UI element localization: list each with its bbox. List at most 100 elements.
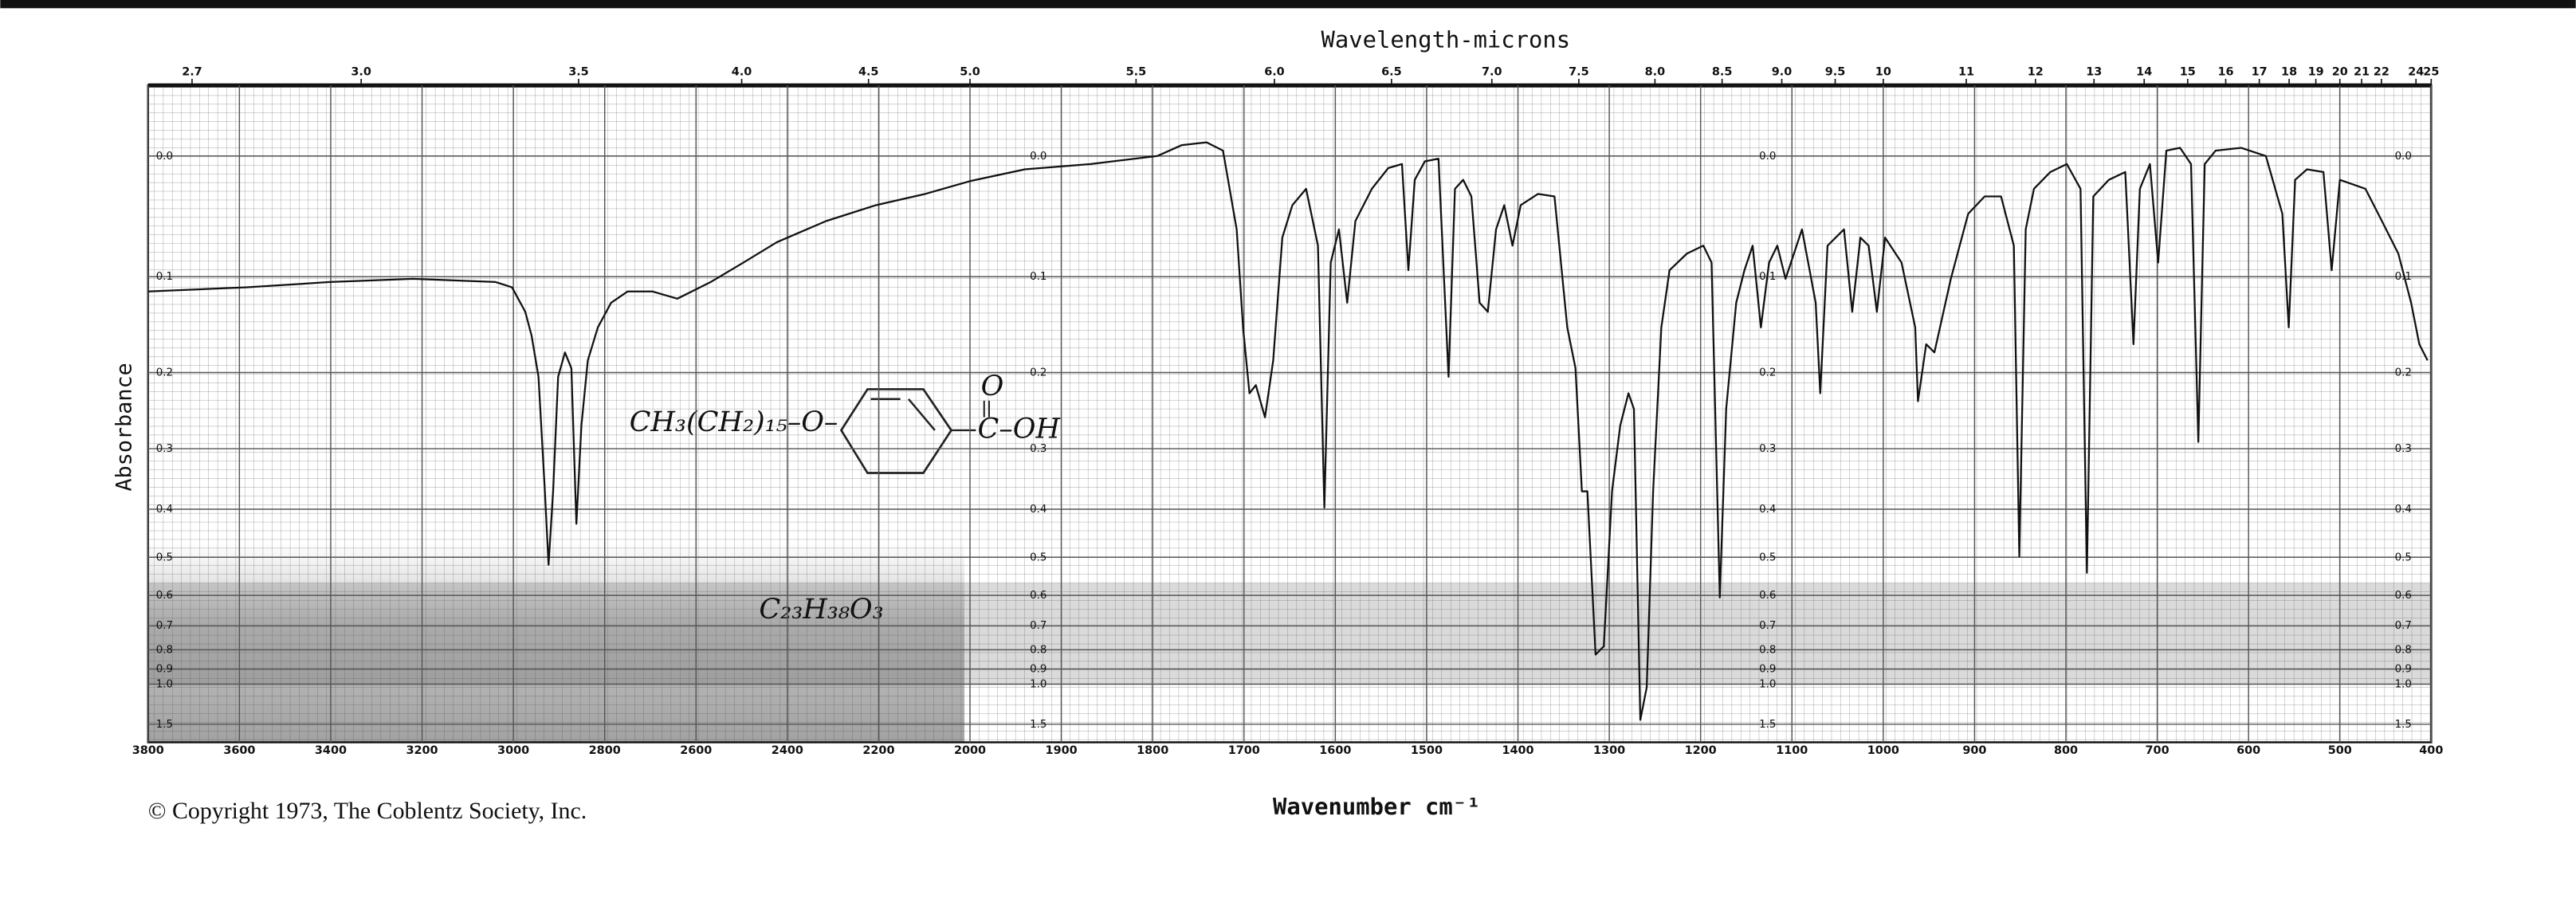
y-tick-label: 0.6	[2395, 590, 2412, 602]
y-tick-label: 0.2	[1030, 367, 1046, 379]
x2-tick-label: 21	[2354, 66, 2370, 79]
x2-tick-label: 16	[2217, 66, 2233, 79]
annotation: C₂₃H₃₈O₃	[759, 593, 883, 626]
y-tick-label: 0.9	[1030, 663, 1046, 675]
y-tick-label: 0.3	[1759, 443, 1776, 455]
y-tick-label: 1.0	[1759, 678, 1776, 690]
y-tick-label: 0.9	[156, 663, 173, 675]
y-tick-label: 0.3	[2395, 443, 2412, 455]
y-tick-label: 0.7	[1030, 620, 1046, 632]
x-tick-label: 1500	[1411, 744, 1443, 757]
y-tick-label: 0.4	[2395, 504, 2412, 516]
y-tick-label: 1.5	[2395, 719, 2412, 731]
x-tick-label: 2600	[680, 744, 712, 757]
y-tick-label: 0.7	[1759, 620, 1776, 632]
x-tick-label: 700	[2146, 744, 2170, 757]
y-tick-label: 0.4	[156, 504, 173, 516]
x-tick-label: 2000	[954, 744, 986, 757]
x2-tick-label: 22	[2374, 66, 2389, 79]
x-tick-label: 900	[1962, 744, 1986, 757]
x2-tick-label: 13	[2086, 66, 2102, 79]
x-axis-title: Wavenumber cm⁻¹	[1273, 793, 1480, 820]
ring-bond	[908, 398, 936, 431]
x2-tick-label: 4.5	[858, 66, 879, 79]
x2-tick-label: 20	[2332, 66, 2348, 79]
x-tick-label: 1100	[1776, 744, 1808, 757]
y-tick-label: 0.8	[156, 644, 173, 656]
x-tick-label: 3200	[406, 744, 438, 757]
y-tick-label: 1.0	[2395, 678, 2412, 690]
x-tick-label: 3600	[223, 744, 255, 757]
x-tick-label: 1600	[1319, 744, 1351, 757]
x-tick-label: 3000	[497, 744, 529, 757]
y-tick-label: 0.1	[156, 271, 173, 283]
y-tick-label: 0.6	[156, 590, 173, 602]
x-tick-label: 2800	[589, 744, 621, 757]
x2-tick-label: 24	[2408, 66, 2424, 79]
x2-tick-label: 6.5	[1381, 66, 1402, 79]
y-tick-label: 0.2	[2395, 367, 2412, 379]
x-tick-label: 3400	[315, 744, 347, 757]
y-tick-label: 0.8	[1030, 644, 1046, 656]
y-tick-label: 1.0	[1030, 678, 1046, 690]
y-tick-label: 0.0	[1759, 151, 1776, 163]
y-tick-label: 0.8	[2395, 644, 2412, 656]
x2-tick-label: 18	[2281, 66, 2297, 79]
x2-tick-label: 6.0	[1264, 66, 1285, 79]
spectrum-line	[147, 141, 2429, 721]
x2-tick-label: 3.0	[351, 66, 371, 79]
x-tick-label: 400	[2419, 744, 2443, 757]
x-tick-label: 2400	[772, 744, 803, 757]
x2-tick-label: 9.5	[1825, 66, 1846, 79]
y-tick-label: 0.7	[156, 620, 173, 632]
y-tick-label: 0.5	[156, 551, 173, 563]
y-tick-label: 0.0	[2395, 151, 2412, 163]
x2-tick-label: 8.0	[1645, 66, 1666, 79]
y-tick-label: 0.6	[1030, 590, 1046, 602]
y-tick-label: 0.5	[1759, 551, 1776, 563]
y-tick-label: 0.1	[2395, 271, 2412, 283]
y-tick-label: 1.5	[1759, 719, 1776, 731]
x2-tick-label: 2.7	[182, 66, 202, 79]
x2-tick-label: 5.0	[960, 66, 980, 79]
y-tick-label: 0.6	[1759, 590, 1776, 602]
x2-tick-label: 12	[2028, 66, 2044, 79]
x2-tick-label: 11	[1958, 66, 1974, 79]
x-tick-label: 600	[2236, 744, 2260, 757]
scan-edge	[0, 0, 2576, 9]
y-tick-label: 0.7	[2395, 620, 2412, 632]
x2-tick-label: 19	[2308, 66, 2324, 79]
x-tick-label: 1300	[1593, 744, 1625, 757]
x2-tick-label: 5.5	[1126, 66, 1147, 79]
y-tick-label: 1.5	[156, 719, 173, 731]
x-tick-label: 1800	[1137, 744, 1168, 757]
y-tick-label: 0.3	[156, 443, 173, 455]
annotation: C–OH	[978, 412, 1062, 445]
y-tick-label: 0.2	[1759, 367, 1776, 379]
x2-axis-title: Wavelength-microns	[1321, 26, 1571, 53]
x-tick-label: 1900	[1046, 744, 1078, 757]
y-tick-label: 0.5	[1030, 551, 1046, 563]
x2-tick-label: 17	[2252, 66, 2268, 79]
copyright: © Copyright 1973, The Coblentz Society, …	[148, 798, 587, 824]
y-tick-label: 0.0	[1030, 151, 1046, 163]
x-tick-label: 2200	[862, 744, 894, 757]
x-tick-label: 1400	[1502, 744, 1533, 757]
x2-tick-label: 25	[2423, 66, 2439, 79]
x2-tick-label: 7.0	[1482, 66, 1502, 79]
x2-tick-label: 7.5	[1569, 66, 1589, 79]
y-tick-label: 0.8	[1759, 644, 1776, 656]
benzene-ring	[839, 388, 953, 474]
y-tick-label: 0.9	[1759, 663, 1776, 675]
x2-tick-label: 14	[2136, 66, 2152, 79]
x-tick-label: 500	[2328, 744, 2352, 757]
y-axis-title: Absorbance	[112, 363, 136, 491]
x2-tick-label: 4.0	[732, 66, 752, 79]
x-tick-label: 3800	[132, 744, 164, 757]
y-tick-label: 0.5	[2395, 551, 2412, 563]
annotation: O	[981, 370, 1004, 402]
y-tick-label: 0.0	[156, 151, 173, 163]
y-tick-label: 1.0	[156, 678, 173, 690]
